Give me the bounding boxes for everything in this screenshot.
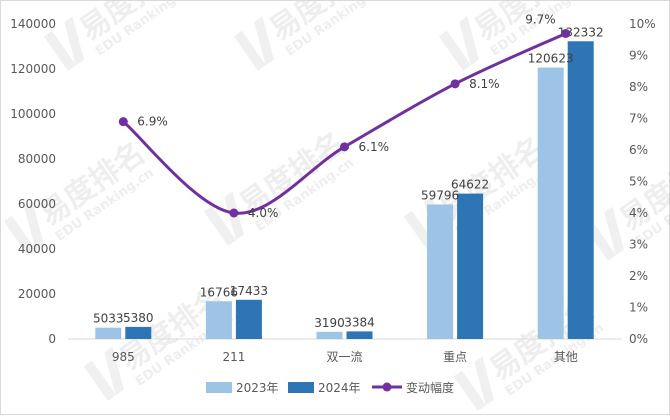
watermark-logo-bar <box>474 356 494 406</box>
legend-swatch <box>206 382 232 393</box>
legend-label: 2024年 <box>318 381 361 395</box>
y2-tick-label: 5% <box>629 175 648 189</box>
watermark-logo-bar <box>459 16 479 66</box>
bar-value-label: 3190 <box>314 316 345 330</box>
watermark-logo-bar <box>233 30 267 71</box>
y-tick-label: 120000 <box>10 62 56 76</box>
bar <box>125 326 152 339</box>
watermark-logo-bar <box>43 30 77 71</box>
bar-value-label: 120623 <box>528 52 574 66</box>
watermark-logo-bar <box>203 205 237 246</box>
y2-tick-label: 7% <box>629 112 648 126</box>
watermark-logo-bar <box>438 30 472 71</box>
y-tick-label: 80000 <box>18 152 56 166</box>
change-point <box>561 28 571 38</box>
watermark-logo-bar <box>254 16 274 66</box>
bar <box>537 67 564 339</box>
bar <box>427 204 454 339</box>
bar-value-label: 5380 <box>123 311 154 325</box>
change-point <box>229 208 239 218</box>
x-tick-label: 211 <box>222 350 245 364</box>
y2-tick-label: 8% <box>629 80 648 94</box>
change-value-label: 6.9% <box>137 115 168 129</box>
watermark-logo-bar <box>104 346 124 396</box>
legend-swatch <box>288 382 314 393</box>
change-point <box>340 142 349 152</box>
bar-value-label: 5033 <box>93 312 124 326</box>
y-tick-label: 20000 <box>18 287 56 301</box>
change-value-label: 9.7% <box>525 12 556 26</box>
y-tick-label: 140000 <box>10 17 56 31</box>
watermark-logo-bar <box>64 16 84 66</box>
y-tick-label: 0 <box>48 332 56 346</box>
bar <box>457 193 484 339</box>
legend-line-marker <box>382 382 392 392</box>
y2-tick-label: 10% <box>629 17 656 31</box>
bar <box>567 41 594 340</box>
y2-tick-label: 1% <box>629 301 648 315</box>
x-tick-label: 985 <box>112 350 135 364</box>
x-tick-label: 双一流 <box>326 350 362 364</box>
y-tick-label: 60000 <box>18 197 56 211</box>
legend-label: 变动幅度 <box>406 380 454 395</box>
y2-tick-label: 0% <box>629 332 648 346</box>
y-tick-label: 40000 <box>18 242 56 256</box>
bars <box>95 41 594 340</box>
bar-value-label: 17433 <box>230 284 268 298</box>
change-value-label: 8.1% <box>469 77 500 91</box>
x-tick-label: 其他 <box>554 350 578 364</box>
axes: 0 20000 40000 60000 80000 100000 120000 140000 0… <box>10 17 655 364</box>
y2-tick-label: 4% <box>629 206 648 220</box>
bar <box>95 327 122 339</box>
change-value-label: 4.0% <box>248 206 279 220</box>
y2-tick-label: 2% <box>629 269 648 283</box>
watermark-logo-bar <box>453 370 487 411</box>
x-tick-label: 重点 <box>443 350 467 364</box>
bar-value-label: 64622 <box>451 178 489 192</box>
change-line: 6.9% 4.0% 6.1% 8.1% 9.7% <box>118 12 571 220</box>
bar-value-label: 16766 <box>200 285 238 299</box>
y2-tick-label: 6% <box>629 143 648 157</box>
watermark-logo-bar <box>83 360 117 401</box>
bar-value-label: 3384 <box>344 315 375 329</box>
bar <box>346 331 373 339</box>
watermark-logo-bar <box>3 215 37 256</box>
legend: 2023年 2024年 变动幅度 <box>206 380 454 395</box>
change-point <box>118 117 128 127</box>
change-point <box>450 79 460 89</box>
watermark-logo-bar <box>604 206 624 256</box>
watermark-logo-bar <box>24 201 44 251</box>
change-value-label: 6.1% <box>359 140 390 154</box>
bar <box>316 331 343 339</box>
bar-value-label: 59796 <box>421 188 459 202</box>
y-tick-label: 100000 <box>10 107 56 121</box>
bar <box>205 301 232 339</box>
y2-tick-label: 9% <box>629 49 648 63</box>
legend-label: 2023年 <box>236 381 279 395</box>
y2-tick-label: 3% <box>629 238 648 252</box>
bar <box>235 299 262 339</box>
